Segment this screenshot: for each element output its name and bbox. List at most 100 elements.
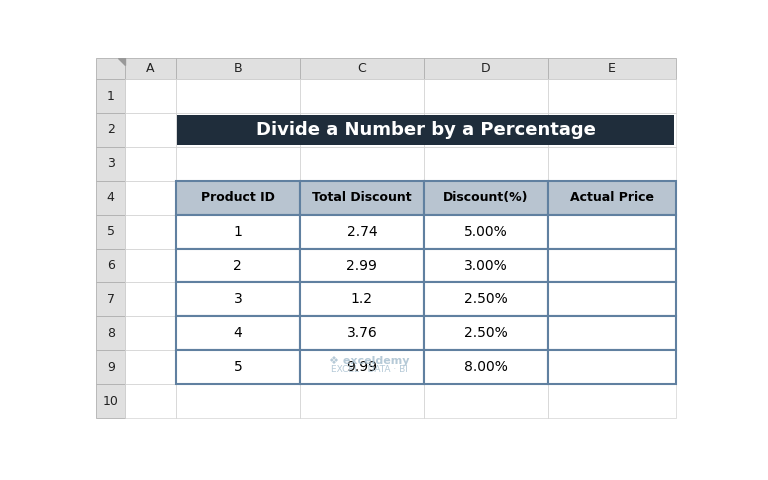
Bar [424, 282, 548, 316]
Text: 4: 4 [233, 326, 242, 340]
Bar [548, 350, 676, 384]
Bar [176, 181, 300, 215]
Bar [125, 249, 176, 282]
Bar [176, 215, 300, 249]
Bar [125, 58, 176, 79]
Bar [548, 181, 676, 215]
Bar [548, 282, 676, 316]
Bar [548, 79, 676, 113]
Bar [176, 350, 300, 384]
Text: 5.00%: 5.00% [464, 225, 508, 239]
Bar [176, 58, 300, 79]
Bar [548, 316, 676, 350]
Bar [125, 350, 176, 384]
Text: A: A [147, 62, 155, 75]
Bar [424, 181, 548, 215]
Polygon shape [118, 58, 125, 65]
Bar [96, 79, 125, 113]
Text: 2.50%: 2.50% [464, 326, 508, 340]
Bar [96, 350, 125, 384]
Bar [548, 58, 676, 79]
Bar [96, 181, 125, 215]
Text: 2: 2 [107, 123, 114, 136]
Text: Actual Price: Actual Price [570, 191, 654, 204]
Bar [176, 249, 300, 282]
Text: Divide a Number by a Percentage: Divide a Number by a Percentage [256, 121, 596, 139]
Text: Total Discount: Total Discount [312, 191, 412, 204]
Bar [300, 282, 424, 316]
Bar [548, 113, 676, 147]
Bar [125, 282, 176, 316]
Bar [177, 115, 674, 145]
Bar [424, 58, 548, 79]
Bar [548, 384, 676, 418]
Bar [300, 316, 424, 350]
Bar [176, 79, 300, 113]
Bar [300, 249, 424, 282]
Text: 5: 5 [107, 225, 114, 238]
Bar [300, 316, 424, 350]
Bar [96, 282, 125, 316]
Bar [176, 282, 300, 316]
Bar [300, 215, 424, 249]
Bar [96, 215, 125, 249]
Bar [300, 249, 424, 282]
Text: 5: 5 [233, 360, 242, 374]
Bar [176, 181, 300, 215]
Bar [125, 147, 176, 181]
Bar [96, 113, 125, 147]
Text: 7: 7 [107, 293, 114, 306]
Bar [548, 249, 676, 282]
Bar [300, 113, 424, 147]
Text: 2.99: 2.99 [346, 259, 377, 273]
Bar [548, 147, 676, 181]
Bar [424, 350, 548, 384]
Bar [548, 215, 676, 249]
Text: D: D [481, 62, 491, 75]
Text: 1: 1 [107, 90, 114, 103]
Bar [424, 147, 548, 181]
Text: B: B [233, 62, 242, 75]
Bar [548, 249, 676, 282]
Bar [424, 282, 548, 316]
Bar [300, 384, 424, 418]
Text: Product ID: Product ID [201, 191, 275, 204]
Bar [548, 316, 676, 350]
Bar [548, 181, 676, 215]
Bar [300, 58, 424, 79]
Text: 2.50%: 2.50% [464, 292, 508, 306]
Text: 8: 8 [107, 327, 114, 340]
Text: EXCEL · DATA · BI: EXCEL · DATA · BI [331, 365, 408, 374]
Bar [424, 350, 548, 384]
Bar [424, 316, 548, 350]
Bar [300, 350, 424, 384]
Text: 4: 4 [107, 191, 114, 204]
Bar [176, 384, 300, 418]
Bar [176, 282, 300, 316]
Text: 10: 10 [103, 395, 119, 408]
Bar [176, 350, 300, 384]
Bar [300, 350, 424, 384]
Bar [125, 113, 176, 147]
Text: 6: 6 [107, 259, 114, 272]
Bar [300, 282, 424, 316]
Bar [548, 350, 676, 384]
Text: 8.00%: 8.00% [464, 360, 508, 374]
Text: 3: 3 [233, 292, 242, 306]
Text: 9: 9 [107, 360, 114, 373]
Text: 3: 3 [107, 157, 114, 170]
Bar [125, 79, 176, 113]
Bar [300, 147, 424, 181]
Bar [96, 384, 125, 418]
Text: 2: 2 [233, 259, 242, 273]
Bar [176, 113, 300, 147]
Bar [424, 249, 548, 282]
Bar [424, 113, 548, 147]
Bar [125, 316, 176, 350]
Bar [424, 215, 548, 249]
Bar [424, 215, 548, 249]
Bar [96, 316, 125, 350]
Bar [176, 147, 300, 181]
Bar [424, 384, 548, 418]
Bar [300, 79, 424, 113]
